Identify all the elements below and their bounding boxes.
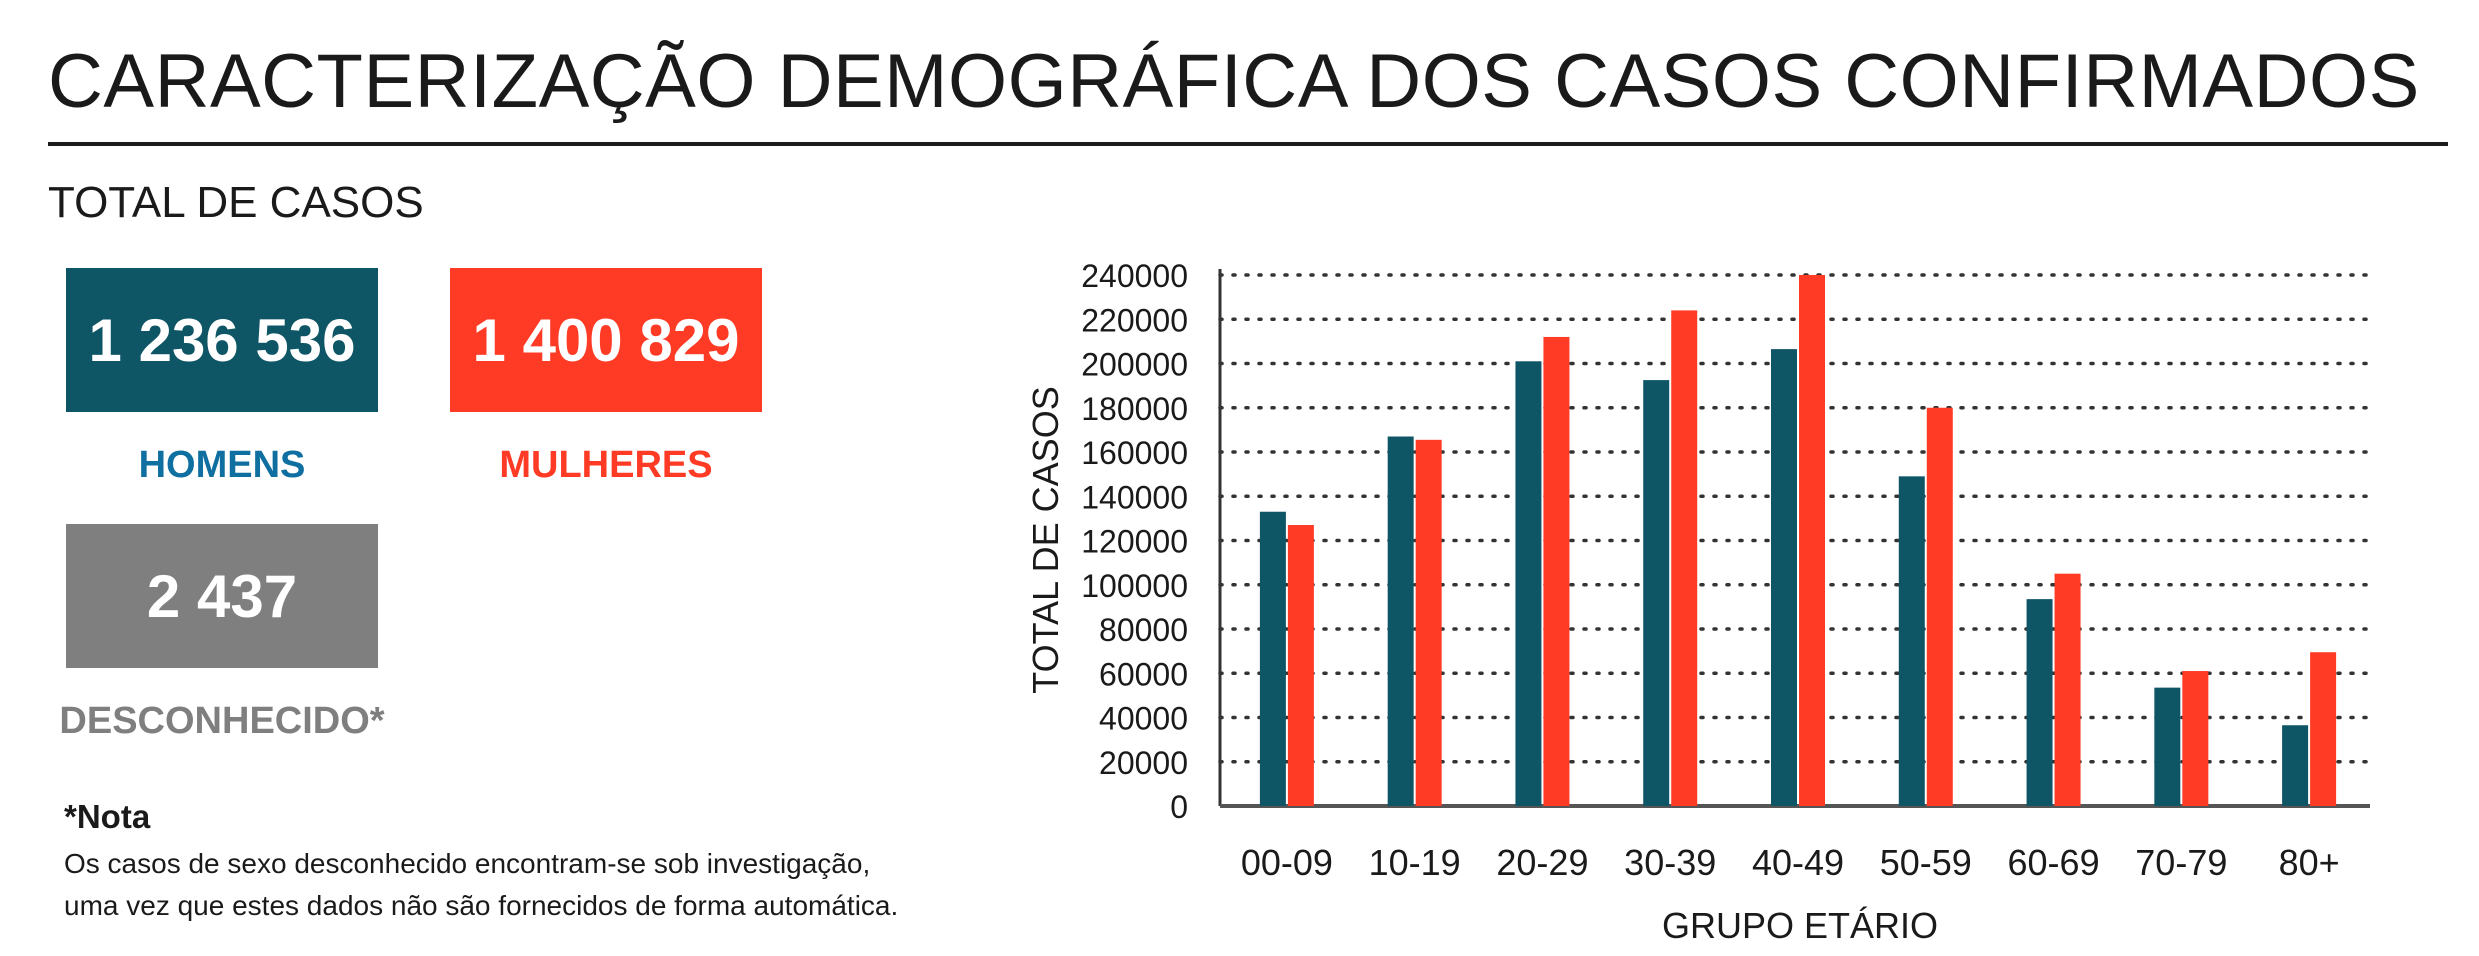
y-tick-label: 240000 [1081, 258, 1188, 294]
y-tick-label: 200000 [1081, 347, 1188, 383]
bar-women-00-09 [1287, 525, 1314, 806]
section-title: TOTAL DE CASOS [48, 178, 424, 227]
x-tick-label: 80+ [2279, 842, 2340, 883]
y-tick-label: 160000 [1081, 435, 1188, 471]
men-label: HOMENS [138, 444, 306, 486]
bar-women-20-29 [1543, 336, 1570, 806]
x-tick-label: 70-79 [2135, 842, 2227, 883]
y-axis-title: TOTAL DE CASOS [1025, 386, 1066, 693]
bar-men-60-69 [2026, 599, 2053, 806]
bar-men-50-59 [1898, 476, 1925, 806]
men-total-box: 1 236 536 [66, 268, 378, 412]
bar-women-50-59 [1926, 407, 1953, 806]
y-tick-label: 220000 [1081, 302, 1188, 338]
x-tick-label: 30-39 [1624, 842, 1716, 883]
women-total-box: 1 400 829 [450, 268, 762, 412]
bar-men-10-19 [1387, 436, 1414, 806]
x-tick-label: 40-49 [1752, 842, 1844, 883]
bar-women-80+ [2310, 652, 2337, 806]
bar-women-60-69 [2054, 573, 2081, 806]
bar-women-10-19 [1415, 439, 1442, 806]
note-line-2: uma vez que estes dados não são fornecid… [64, 890, 899, 921]
y-tick-label: 120000 [1081, 524, 1188, 560]
y-tick-label: 100000 [1081, 568, 1188, 604]
x-axis-title: GRUPO ETÁRIO [1662, 905, 1938, 946]
bar-men-80+ [2282, 725, 2309, 806]
note-line-1: Os casos de sexo desconhecido encontram-… [64, 848, 871, 879]
bar-women-30-39 [1671, 310, 1698, 806]
y-tick-label: 80000 [1099, 612, 1188, 648]
women-label: MULHERES [499, 444, 713, 486]
y-tick-label: 60000 [1099, 656, 1188, 692]
bar-women-70-79 [2182, 671, 2209, 806]
title-divider [48, 142, 2448, 146]
unknown-total-value: 2 437 [146, 562, 298, 630]
y-tick-label: 140000 [1081, 479, 1188, 515]
bar-men-20-29 [1515, 361, 1542, 806]
unknown-label: DESCONHECIDO* [59, 700, 385, 742]
y-tick-label: 20000 [1099, 745, 1188, 781]
y-tick-label: 0 [1170, 789, 1188, 825]
x-tick-label: 00-09 [1241, 842, 1333, 883]
bar-men-70-79 [2154, 687, 2181, 806]
bar-men-30-39 [1643, 380, 1670, 806]
x-tick-label: 60-69 [2008, 842, 2100, 883]
x-tick-label: 50-59 [1880, 842, 1972, 883]
men-total-value: 1 236 536 [88, 306, 356, 374]
women-total-value: 1 400 829 [472, 306, 740, 374]
unknown-total-box: 2 437 [66, 524, 378, 668]
y-tick-label: 180000 [1081, 391, 1188, 427]
bar-men-40-49 [1771, 349, 1797, 806]
bar-men-00-09 [1259, 511, 1286, 806]
x-tick-label: 10-19 [1369, 842, 1461, 883]
bar-women-40-49 [1799, 275, 1825, 806]
page-title: CARACTERIZAÇÃO DEMOGRÁFICA DOS CASOS CON… [48, 39, 2420, 124]
x-tick-label: 20-29 [1496, 842, 1588, 883]
note-title: *Nota [64, 798, 151, 835]
y-tick-label: 40000 [1099, 701, 1188, 737]
